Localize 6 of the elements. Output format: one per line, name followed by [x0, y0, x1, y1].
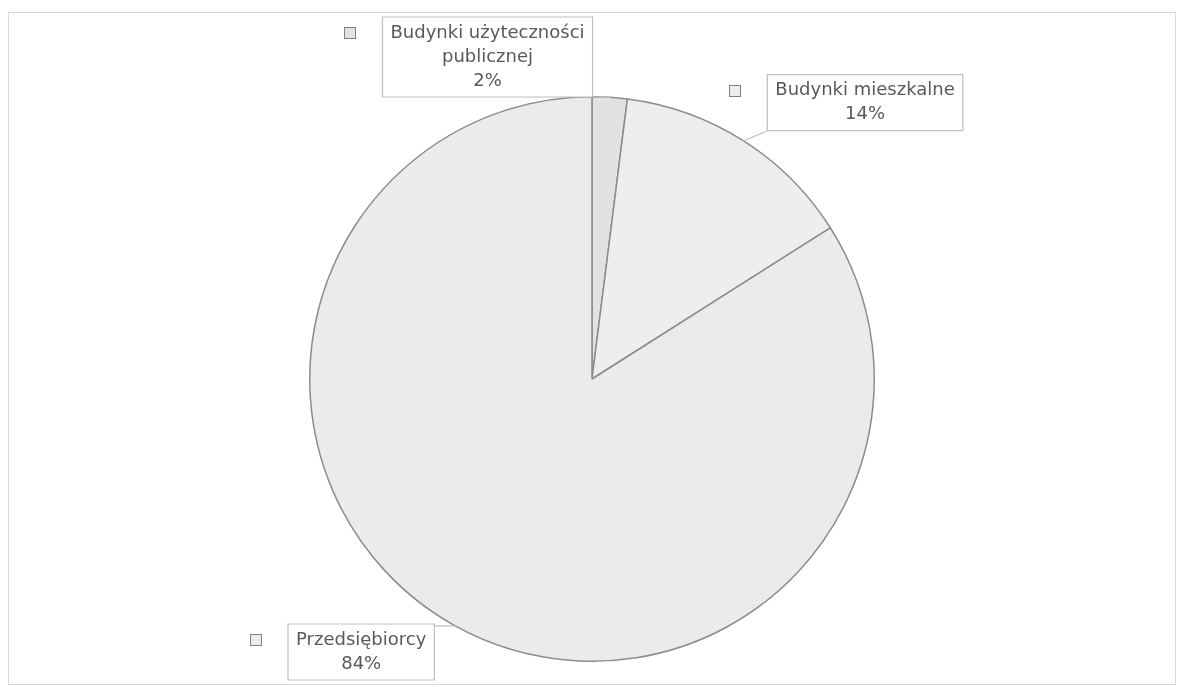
data-label: 84% — [341, 651, 382, 673]
legend-label: Przedsiębiorcy — [296, 627, 427, 649]
legend-label: Budynki użyteczności publicznej — [390, 20, 585, 66]
data-label: 2% — [473, 68, 502, 90]
data-label: 14% — [845, 102, 886, 124]
legend-label: Budynki mieszkalne — [775, 78, 955, 100]
